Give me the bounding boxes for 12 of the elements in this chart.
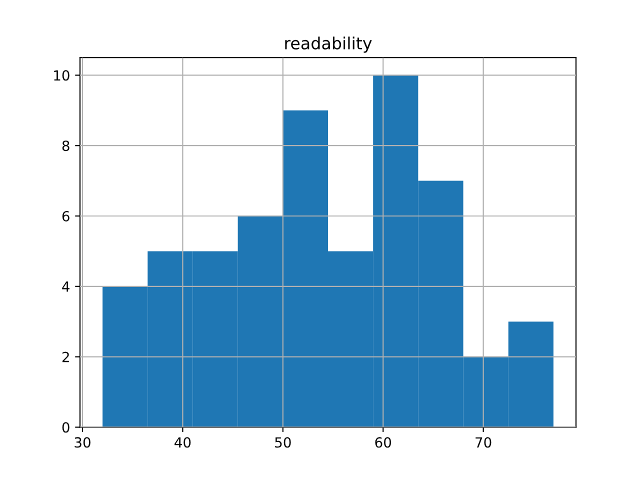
y-tick-label: 0 bbox=[62, 422, 70, 433]
x-tick-label: 60 bbox=[375, 437, 392, 448]
x-tick-label: 30 bbox=[74, 437, 90, 448]
y-tick-label: 4 bbox=[62, 282, 70, 292]
y-tick-label: 2 bbox=[62, 352, 69, 362]
x-tick-label: 40 bbox=[174, 437, 191, 448]
y-tick-label: 8 bbox=[62, 140, 70, 152]
x-tick-label: 70 bbox=[476, 437, 492, 448]
y-tick-label: 10 bbox=[54, 70, 70, 81]
y-tick-label: 6 bbox=[62, 210, 70, 222]
chart-title: readability bbox=[285, 36, 372, 53]
x-tick-label: 50 bbox=[275, 437, 291, 448]
